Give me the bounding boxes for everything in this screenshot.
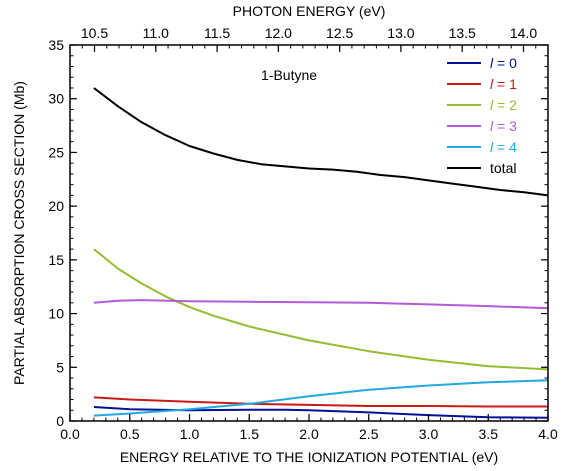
series-line-4 bbox=[93, 379, 549, 417]
y-axis-title: PARTIAL ABSORPTION CROSS SECTION (Mb) bbox=[11, 81, 27, 385]
x2-tick-label: 12.5 bbox=[326, 25, 353, 41]
legend-value: = 3 bbox=[497, 118, 517, 134]
series-line-3 bbox=[93, 299, 549, 310]
legend-symbol: l bbox=[490, 76, 497, 92]
legend-label-2: l = 2 bbox=[490, 97, 517, 113]
series-line-5 bbox=[93, 87, 549, 197]
x-tick-label: 3.5 bbox=[479, 426, 499, 442]
legend-value: = 4 bbox=[497, 139, 517, 155]
x-tick-label: 1.0 bbox=[180, 426, 200, 442]
x-tick-label: 0.5 bbox=[120, 426, 140, 442]
legend-symbol: l bbox=[490, 118, 497, 134]
legend-symbol: l bbox=[490, 139, 497, 155]
y-tick-label: 0 bbox=[56, 413, 64, 429]
legend-value: = 0 bbox=[497, 55, 517, 71]
series-line-1 bbox=[93, 396, 548, 408]
legend-symbol: l bbox=[490, 97, 497, 113]
x2-tick-label: 13.5 bbox=[449, 25, 476, 41]
y-tick-label: 35 bbox=[48, 37, 64, 53]
x2-tick-label: 11.0 bbox=[143, 25, 169, 41]
x2-tick-label: 12.0 bbox=[265, 25, 292, 41]
x-tick-label: 3.0 bbox=[419, 426, 439, 442]
legend-symbol: l bbox=[490, 55, 497, 71]
series-layer bbox=[93, 87, 549, 419]
legend-value: = 1 bbox=[497, 76, 517, 92]
x-tick-label: 1.5 bbox=[240, 426, 260, 442]
series-line-2 bbox=[93, 248, 549, 371]
y-tick-label: 10 bbox=[48, 306, 64, 322]
y-tick-label: 15 bbox=[48, 252, 64, 268]
series-line-0 bbox=[93, 406, 549, 419]
x2-tick-label: 13.0 bbox=[387, 25, 414, 41]
legend-label-1: l = 1 bbox=[490, 76, 517, 92]
x-tick-label: 2.5 bbox=[359, 426, 379, 442]
legend-value: = 2 bbox=[497, 97, 517, 113]
legend-label-4: l = 4 bbox=[490, 139, 517, 155]
top-axis-title: PHOTON ENERGY (eV) bbox=[233, 3, 386, 19]
x-tick-label: 2.0 bbox=[299, 426, 319, 442]
axes-layer: 0.0 0.5 1.0 1.5 2.0 2.5 3.0 3.5 4.0 0 5 10 15 20 25 30 3… bbox=[48, 25, 558, 442]
compound-label: 1-Butyne bbox=[261, 67, 317, 83]
x2-tick-label: 10.5 bbox=[81, 25, 108, 41]
y-tick-label: 5 bbox=[56, 359, 64, 375]
legend-label-0: l = 0 bbox=[490, 55, 517, 71]
x2-tick-label: 11.5 bbox=[204, 25, 230, 41]
legend-label-5: total bbox=[490, 160, 516, 176]
x-tick-label: 0.0 bbox=[60, 426, 80, 442]
x2-tick-label: 14.0 bbox=[510, 25, 537, 41]
y-tick-label: 25 bbox=[48, 144, 64, 160]
y-tick-label: 20 bbox=[48, 198, 64, 214]
legend-label-3: l = 3 bbox=[490, 118, 517, 134]
y-tick-label: 30 bbox=[48, 91, 64, 107]
x-tick-label: 4.0 bbox=[538, 426, 558, 442]
x-axis-title: ENERGY RELATIVE TO THE IONIZATION POTENT… bbox=[120, 449, 498, 465]
